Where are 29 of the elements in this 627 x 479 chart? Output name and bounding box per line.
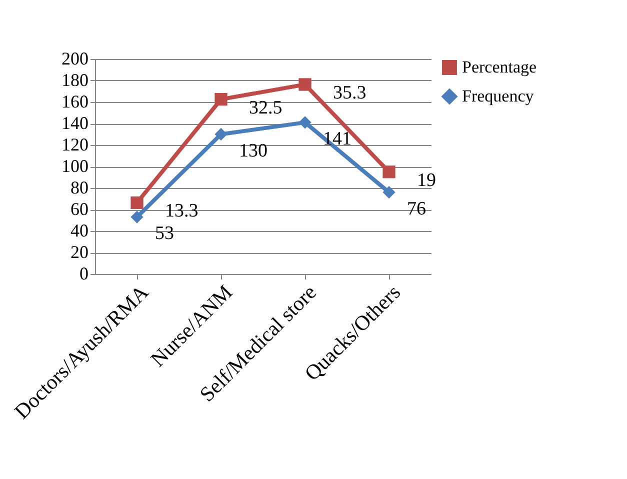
point	[382, 166, 396, 178]
data-label: 141	[323, 128, 352, 150]
y-tick-label: 140	[62, 113, 88, 133]
point	[214, 92, 228, 106]
annotation: 32.5	[249, 97, 282, 118]
point	[298, 78, 312, 91]
y-tick-label: 200	[62, 48, 88, 68]
y-tick-label: 160	[62, 92, 88, 112]
point	[298, 116, 312, 129]
legend-label: Frequency	[462, 86, 534, 106]
point	[130, 196, 144, 210]
y-tick-label: 20	[70, 242, 88, 262]
data-label: 76	[407, 198, 426, 220]
annotation: 13.3	[165, 200, 198, 222]
data-label: 130	[239, 140, 268, 162]
annotation: 19	[417, 170, 436, 191]
y-tick-label: 120	[62, 134, 88, 154]
y-tick-label: 180	[62, 70, 88, 90]
point	[214, 128, 228, 141]
annotation: 35.3	[333, 82, 366, 104]
y-tick-label: 80	[70, 178, 88, 198]
y-tick-label: 0	[80, 264, 88, 284]
y-tick-label: 60	[70, 199, 88, 219]
data-label: 53	[155, 223, 174, 244]
y-tick-label: 100	[62, 156, 88, 176]
legend-label: Percentage	[462, 58, 537, 76]
y-tick-label: 40	[70, 220, 88, 240]
point	[382, 186, 396, 199]
point	[130, 210, 144, 224]
